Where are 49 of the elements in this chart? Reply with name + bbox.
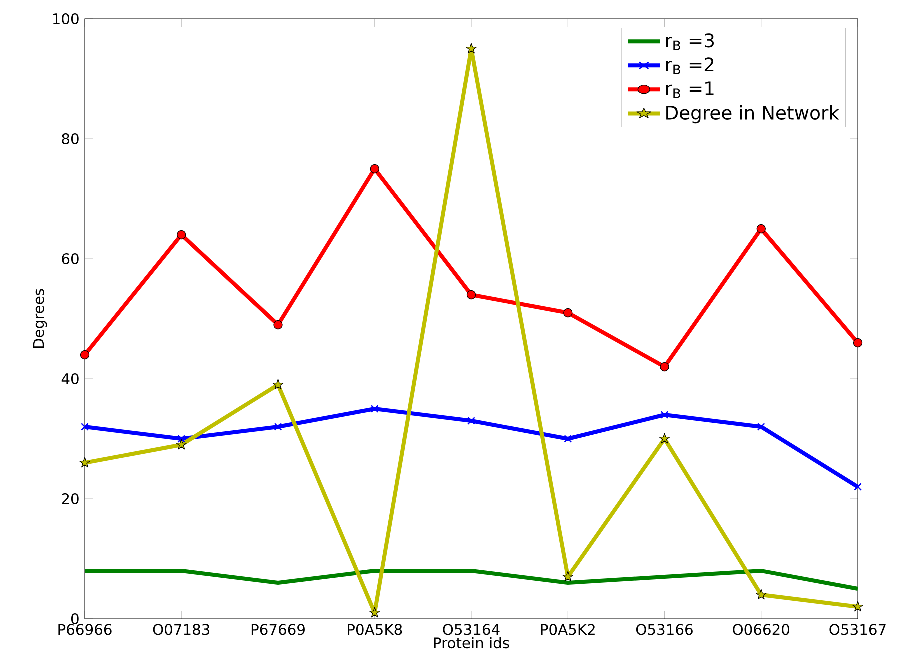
point (369, 607, 380, 618)
y-tick-label: 40 (62, 373, 79, 385)
y-tick-label: 100 (53, 13, 79, 25)
point (81, 423, 89, 431)
point (177, 230, 186, 240)
y-tick-label: 80 (62, 133, 79, 145)
point (370, 164, 380, 174)
x-tick-label: O07183 (153, 624, 210, 636)
point (854, 483, 862, 491)
point (564, 435, 572, 443)
x-tick-label: P0A5K8 (348, 624, 402, 636)
y-axis-title: Degrees (33, 289, 48, 348)
point (756, 589, 767, 600)
point (660, 362, 670, 372)
point (466, 290, 476, 300)
point (178, 435, 186, 443)
point (468, 417, 476, 425)
x-tick-label: O53164 (443, 624, 500, 636)
point (176, 439, 188, 450)
point (80, 350, 90, 360)
x-tick-label: O06620 (733, 624, 790, 636)
point (80, 457, 90, 468)
x-tick-label: P67669 (252, 624, 305, 636)
point (660, 411, 669, 419)
legend-label: r$_{B}$ =3 (666, 34, 714, 50)
point (370, 405, 379, 413)
legend-label: r$_{B}$ =2 (666, 58, 714, 74)
x-tick-label: O53167 (830, 624, 886, 636)
point (757, 423, 766, 431)
y-tick-label: 60 (62, 253, 79, 265)
point (853, 338, 863, 348)
legend-label: Degree in Network (666, 106, 840, 124)
point (756, 224, 766, 234)
x-axis-title: Protein ids (434, 637, 510, 649)
y-tick-label: 20 (62, 493, 79, 505)
point (272, 379, 284, 390)
point (466, 43, 477, 54)
line-series (85, 569, 858, 591)
x-tick-label: O53166 (636, 624, 693, 636)
point (564, 308, 573, 318)
point (852, 601, 864, 612)
point (562, 571, 574, 582)
x-tick-label: P66966 (58, 624, 112, 636)
point (274, 423, 282, 431)
legend-label: r$_{B}$ =1 (666, 82, 714, 98)
y-tick-label: 0 (71, 613, 79, 625)
point (274, 320, 283, 330)
x-tick-label: P0A5K2 (541, 624, 595, 636)
point (659, 433, 670, 444)
